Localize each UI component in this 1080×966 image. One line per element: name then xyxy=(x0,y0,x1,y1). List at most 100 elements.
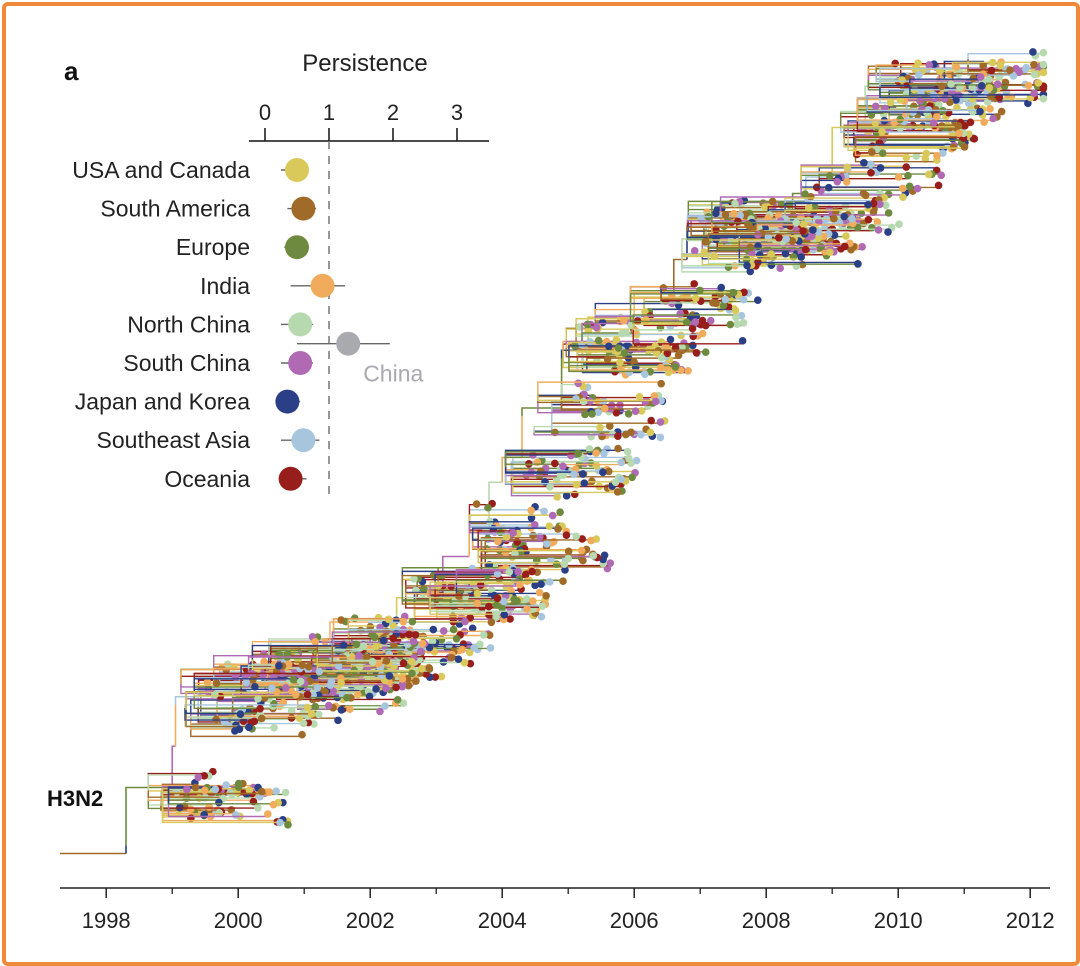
persistence-axis-title: Persistence xyxy=(302,50,427,77)
tree-branch xyxy=(565,340,662,345)
tree-branch xyxy=(161,804,288,824)
tree-tip xyxy=(408,617,417,626)
tree-tip xyxy=(454,655,463,664)
tree-tip xyxy=(612,335,621,344)
tree-tip xyxy=(359,642,368,650)
tree-tip xyxy=(545,578,554,586)
tree-branch xyxy=(660,289,700,294)
tree-tip xyxy=(447,653,456,662)
tree-tip xyxy=(541,477,549,486)
tree-tip xyxy=(1030,60,1038,69)
tree-tip xyxy=(606,422,614,430)
tree-tip xyxy=(873,218,882,226)
tree-tip xyxy=(264,810,272,818)
tree-tip xyxy=(642,316,650,324)
tree-tip xyxy=(881,201,890,210)
tree-tip xyxy=(215,798,223,807)
tree-tip xyxy=(621,430,630,439)
tree-tip xyxy=(696,286,704,295)
time-axis-ticks: 1998 2000 2002 2004 2006 2008 2010 2012 xyxy=(82,888,1055,933)
china-point xyxy=(336,331,361,356)
tree-tip xyxy=(628,473,636,482)
tree-tip xyxy=(977,82,986,90)
tree-tip xyxy=(869,208,878,217)
tree-tip xyxy=(537,612,546,621)
tree-tip xyxy=(531,581,539,590)
tree-tip xyxy=(983,98,992,106)
region-label: Europe xyxy=(176,234,250,260)
tree-tip xyxy=(842,232,850,240)
tree-tip xyxy=(986,105,994,113)
tree-tip xyxy=(657,353,666,362)
tree-tip xyxy=(492,601,501,609)
tree-tip xyxy=(556,508,564,517)
tree-tip xyxy=(663,349,672,358)
tree-tip xyxy=(579,397,588,406)
tree-branch xyxy=(690,227,716,232)
tree-tip xyxy=(412,677,420,685)
tree-tip xyxy=(468,624,477,633)
tree-tip xyxy=(792,226,800,235)
tree-tip xyxy=(698,316,707,325)
tree-branch xyxy=(190,699,261,719)
persistence-point xyxy=(288,312,313,337)
tree-tip xyxy=(894,173,903,181)
persistence-tick-label: 0 xyxy=(259,100,271,125)
tree-tip xyxy=(299,709,307,717)
tree-tip xyxy=(506,615,514,623)
tree-tip xyxy=(987,92,995,101)
tree-tip xyxy=(538,602,547,610)
persistence-combined: China xyxy=(297,331,424,387)
tree-tip xyxy=(304,662,313,671)
tree-tip xyxy=(809,226,817,234)
tree-tip xyxy=(985,84,994,92)
persistence-row: Oceania xyxy=(164,466,307,492)
tree-tip xyxy=(641,308,649,316)
tree-branch xyxy=(533,431,618,433)
persistence-point xyxy=(291,196,316,221)
region-label: Southeast Asia xyxy=(97,427,251,453)
tree-tip xyxy=(461,592,470,601)
tree-tip xyxy=(245,723,253,732)
tree-tip xyxy=(993,80,1002,89)
tree-tip xyxy=(666,335,675,344)
tree-tip xyxy=(614,344,623,352)
tree-tip xyxy=(285,660,293,668)
trunk-branch xyxy=(174,695,199,705)
tree-tip xyxy=(1000,82,1009,91)
tree-tip xyxy=(390,641,398,649)
tree-tip xyxy=(938,149,947,157)
tree-branch xyxy=(347,618,413,632)
tree-tip xyxy=(886,98,895,107)
time-tick-label: 2000 xyxy=(214,908,263,933)
tree-branch xyxy=(866,95,991,112)
tree-tip xyxy=(729,288,738,297)
tree-tip xyxy=(485,631,494,639)
tree-tip xyxy=(898,184,907,193)
tree-tip xyxy=(556,471,565,479)
trunk-branch xyxy=(943,60,984,87)
tree-tip xyxy=(930,118,938,127)
tree-tip xyxy=(807,232,816,240)
tree-tip xyxy=(393,695,402,704)
tree-tip xyxy=(754,230,762,239)
tree-tip xyxy=(588,410,596,418)
tree-tip xyxy=(614,444,622,453)
tree-tip xyxy=(656,433,665,442)
tree-branch xyxy=(711,220,804,224)
tree-tip xyxy=(854,260,862,268)
tree-tip xyxy=(719,301,728,310)
tree-tip xyxy=(324,701,333,710)
tree-branch xyxy=(576,351,622,358)
tree-tip xyxy=(925,61,934,69)
tree-tip xyxy=(289,675,298,684)
tree-tip xyxy=(385,672,394,680)
tree-tip xyxy=(484,503,492,512)
tree-tip xyxy=(270,723,278,732)
tree-tip xyxy=(220,718,229,726)
tree-branch xyxy=(401,574,494,586)
persistence-tick-label: 2 xyxy=(387,100,399,125)
tree-tip xyxy=(521,570,530,579)
tree-tip xyxy=(598,318,607,327)
tree-tip xyxy=(370,633,379,642)
